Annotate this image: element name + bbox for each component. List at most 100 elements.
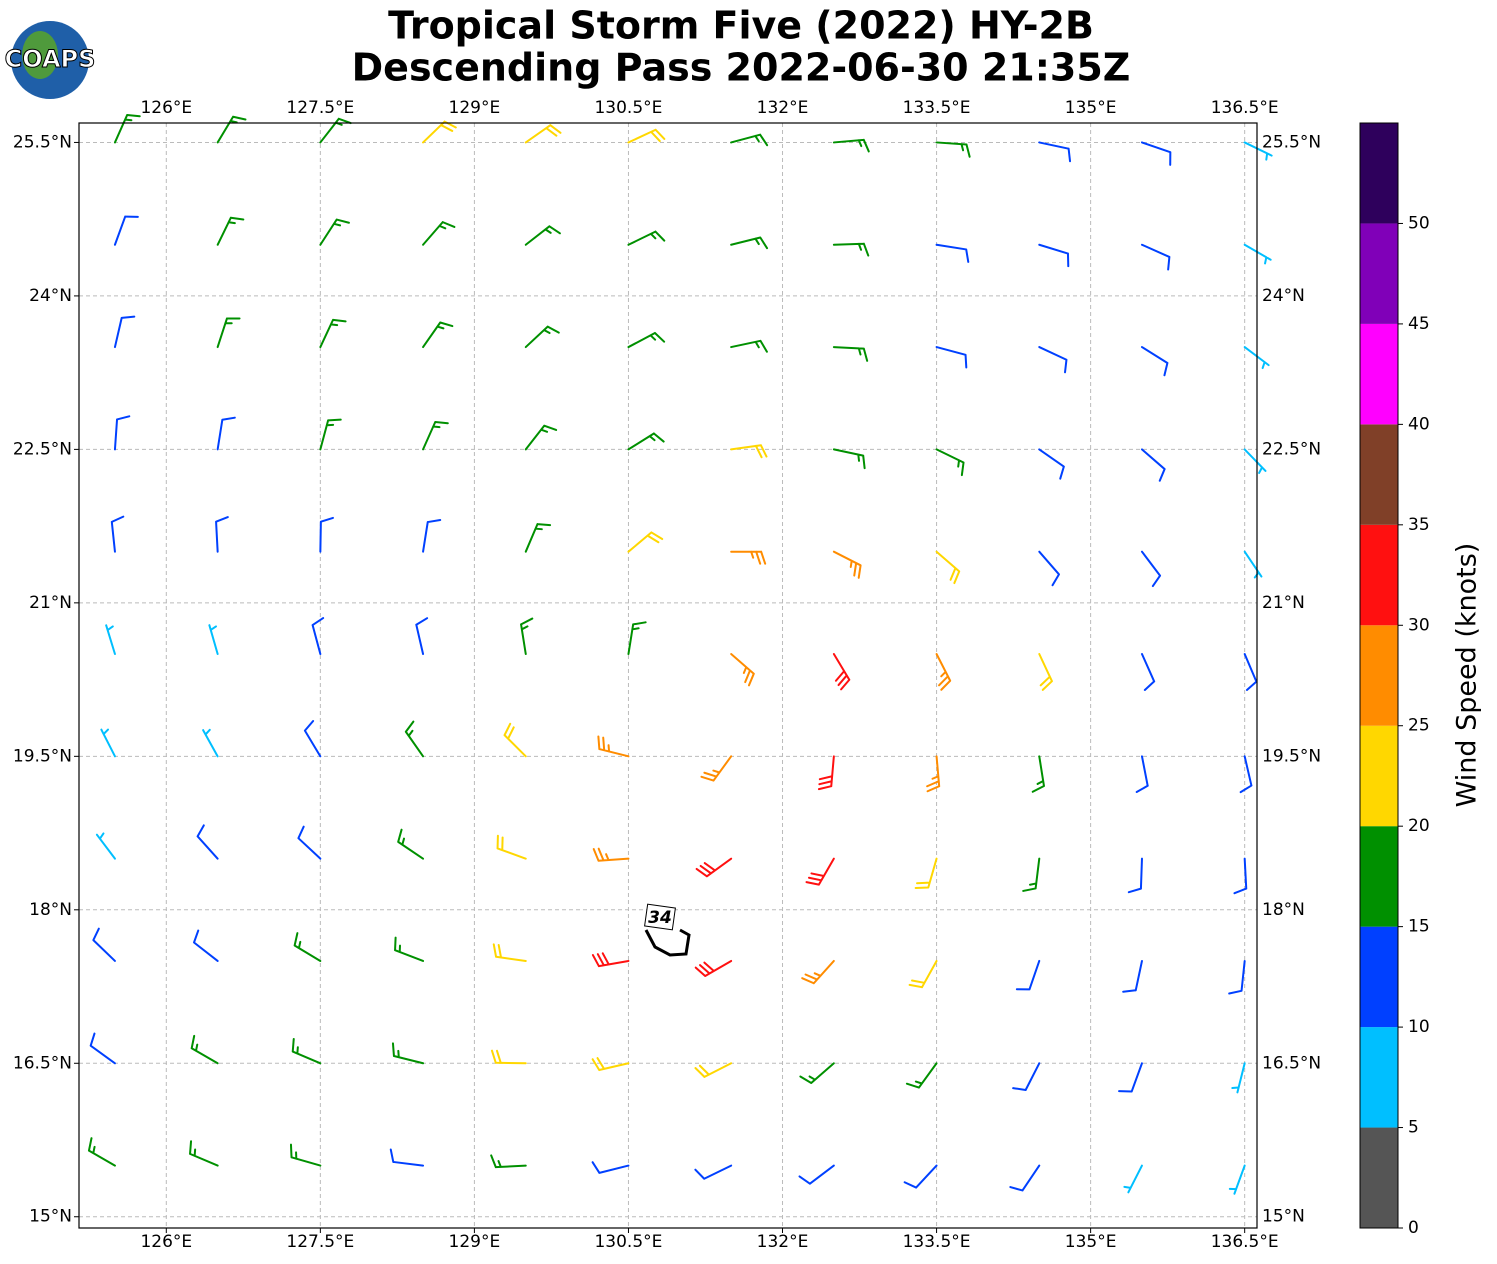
wind-barb xyxy=(110,515,125,553)
y-tick-label: 21°N xyxy=(29,593,72,613)
wind-barb xyxy=(1038,653,1053,691)
colorbar-tick-label: 0 xyxy=(1408,1218,1419,1238)
colorbar-tick-label: 15 xyxy=(1408,917,1430,937)
y-tick-label: 22.5°N xyxy=(13,439,72,459)
wind-barb xyxy=(627,432,665,451)
wind-barb xyxy=(196,824,219,860)
y-tick-label-right: 21°N xyxy=(1262,593,1305,613)
wind-barb xyxy=(627,331,666,349)
wind-barb xyxy=(1228,1164,1246,1195)
wind-barb xyxy=(422,518,442,553)
wind-barb xyxy=(415,617,429,656)
wind-barb xyxy=(524,225,561,246)
chart-title: Tropical Storm Five (2022) HY-2B xyxy=(388,4,1094,48)
colorbar-segment xyxy=(1360,123,1398,224)
y-tick-label-right: 22.5°N xyxy=(1262,439,1321,459)
wind-barb xyxy=(627,531,664,553)
map-frame xyxy=(78,122,1258,1229)
wind-barb xyxy=(1038,448,1065,480)
wind-barb xyxy=(520,617,534,656)
wind-barb xyxy=(1140,653,1156,691)
barbs xyxy=(87,114,1273,1195)
wind-barb xyxy=(627,230,666,246)
wind-barb xyxy=(730,236,769,250)
storm-track xyxy=(644,928,691,957)
wind-barb xyxy=(397,828,425,860)
colorbar-segment xyxy=(1360,424,1398,525)
wind-barb xyxy=(208,624,219,656)
x-tick-label: 127.5°E xyxy=(286,1232,354,1252)
wind-barb xyxy=(832,448,866,470)
wind-barb xyxy=(1122,959,1143,993)
x-tick-label-top: 127.5°E xyxy=(286,98,354,118)
x-tick-label-top: 135°E xyxy=(1065,98,1117,118)
x-tick-label-top: 136.5°E xyxy=(1211,98,1279,118)
wind-barb xyxy=(1140,141,1172,166)
logo-text: COAPS xyxy=(5,45,96,73)
wind-barb xyxy=(303,720,322,758)
wind-barb xyxy=(113,114,141,144)
wind-barb xyxy=(394,936,425,962)
wind-barb xyxy=(730,653,755,687)
wind-barb xyxy=(1022,857,1041,892)
wind-barb xyxy=(87,1137,116,1167)
wind-barb xyxy=(216,216,245,246)
wind-barb xyxy=(627,621,647,656)
wind-barb xyxy=(89,1032,116,1065)
wind-barb xyxy=(799,1062,835,1084)
wind-barb xyxy=(1243,653,1258,691)
annotation: 34 xyxy=(648,908,672,928)
wind-barb xyxy=(935,243,970,263)
x-tick-label: 136.5°E xyxy=(1211,1232,1279,1252)
colorbar-segment xyxy=(1360,323,1398,425)
wind-barb xyxy=(730,550,767,565)
x-tick-label-top: 133.5°E xyxy=(903,98,971,118)
colorbar-tick-label: 20 xyxy=(1408,816,1430,836)
map-background xyxy=(79,123,1257,1228)
wind-barb xyxy=(935,653,952,691)
wind-barb xyxy=(1009,1164,1041,1192)
wind-barb xyxy=(293,932,322,962)
colorbar-segment xyxy=(1360,223,1398,324)
wind-barb xyxy=(190,1034,219,1065)
wind-barb xyxy=(700,755,733,782)
wind-barb xyxy=(1243,448,1267,474)
colorbar-tick-label: 40 xyxy=(1408,414,1430,434)
wind-barb xyxy=(297,825,322,860)
colorbar-segment xyxy=(1360,725,1398,827)
wind-barb xyxy=(730,339,768,353)
y-tick-label-right: 18°N xyxy=(1262,900,1305,920)
wind-barb xyxy=(694,1062,733,1078)
wind-barb xyxy=(1118,1062,1143,1093)
wind-barb xyxy=(1038,141,1072,163)
wind-barb xyxy=(215,516,229,553)
wind-barb xyxy=(695,857,733,878)
chart-subtitle: Descending Pass 2022-06-30 21:35Z xyxy=(352,46,1131,90)
wind-barb xyxy=(591,952,630,968)
wind-barb xyxy=(694,1164,733,1180)
colorbar-frame xyxy=(1359,122,1399,1229)
wind-barb xyxy=(113,315,136,349)
wind-barb xyxy=(817,755,835,791)
wind-barb xyxy=(597,735,630,758)
colorbar-segment xyxy=(1360,524,1398,626)
y-tick-label-right: 25.5°N xyxy=(1262,132,1321,152)
colorbar-tick-label: 25 xyxy=(1408,716,1430,736)
x-tick-label-top: 132°E xyxy=(757,98,809,118)
wind-barb xyxy=(105,624,116,656)
wind-barb xyxy=(926,755,941,793)
wind-barb xyxy=(1123,1164,1143,1194)
wind-barb xyxy=(319,516,334,553)
wind-barb xyxy=(832,242,870,257)
wind-barb xyxy=(503,722,527,758)
y-tick-label: 18°N xyxy=(29,900,72,920)
wind-barb xyxy=(591,1057,630,1072)
colorbar-label: Wind Speed (knots) xyxy=(1452,543,1483,808)
wind-barb xyxy=(1015,959,1041,991)
wind-barb xyxy=(389,1148,425,1167)
wind-barb xyxy=(422,420,449,451)
colorbar-segment xyxy=(1360,926,1398,1028)
x-tick-label: 135°E xyxy=(1065,1232,1117,1252)
wind-barb xyxy=(1228,959,1246,995)
y-tick-label: 25.5°N xyxy=(13,132,72,152)
